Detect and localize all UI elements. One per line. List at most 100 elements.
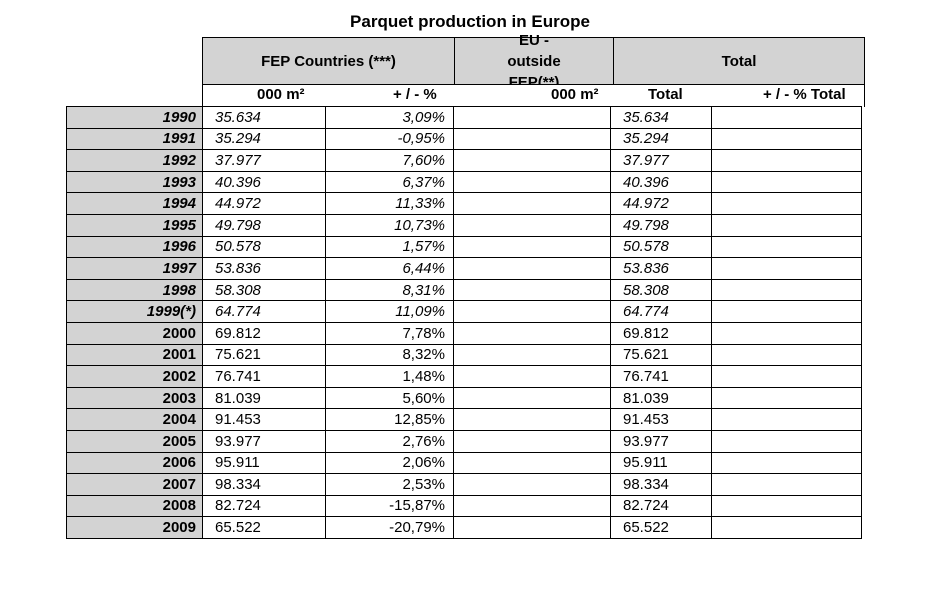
total-change-cell: [711, 278, 862, 302]
eu-value-cell: [453, 149, 611, 172]
eu-value-cell: [453, 429, 611, 453]
eu-value-cell: [453, 192, 611, 215]
fep-change-cell: 5,60%: [325, 386, 454, 410]
subheader-eu-unit: 000 m²: [551, 86, 599, 103]
total-value-cell: 81.039: [610, 386, 712, 410]
fep-value-cell: 40.396: [202, 170, 326, 194]
eu-value-cell: [453, 386, 611, 410]
year-cell: 2006: [66, 451, 203, 475]
year-cell: 2004: [66, 408, 203, 431]
table-row: 2005 93.977 2,76% 93.977: [66, 429, 862, 453]
fep-change-cell: 8,31%: [325, 278, 454, 302]
table-row: 2002 76.741 1,48% 76.741: [66, 365, 862, 388]
year-cell: 2008: [66, 494, 203, 518]
year-cell: 2009: [66, 516, 203, 539]
fep-value-cell: 35.294: [202, 127, 326, 151]
total-value-cell: 40.396: [610, 170, 712, 194]
fep-value-cell: 64.774: [202, 300, 326, 323]
total-value-cell: 37.977: [610, 149, 712, 172]
subheader-fep-change: + / - %: [393, 86, 437, 103]
eu-value-cell: [453, 257, 611, 280]
header-fep-countries-label: FEP Countries (***): [261, 52, 396, 70]
fep-change-cell: 2,53%: [325, 473, 454, 496]
year-cell: 1995: [66, 213, 203, 237]
header-total-label: Total: [721, 52, 757, 70]
table-row: 1993 40.396 6,37% 40.396: [66, 170, 862, 194]
total-value-cell: 75.621: [610, 343, 712, 367]
fep-change-cell: 7,78%: [325, 321, 454, 345]
table-row: 2000 69.812 7,78% 69.812: [66, 321, 862, 345]
eu-value-cell: [453, 408, 611, 431]
total-value-cell: 93.977: [610, 429, 712, 453]
eu-value-cell: [453, 170, 611, 194]
table-row: 1992 37.977 7,60% 37.977: [66, 149, 862, 172]
eu-value-cell: [453, 321, 611, 345]
total-value-cell: 49.798: [610, 213, 712, 237]
fep-value-cell: 91.453: [202, 408, 326, 431]
header-total: Total: [613, 37, 865, 85]
year-cell: 2005: [66, 429, 203, 453]
fep-value-cell: 76.741: [202, 365, 326, 388]
fep-value-cell: 44.972: [202, 192, 326, 215]
fep-value-cell: 81.039: [202, 386, 326, 410]
total-value-cell: 76.741: [610, 365, 712, 388]
total-value-cell: 35.634: [610, 106, 712, 129]
eu-value-cell: [453, 343, 611, 367]
total-value-cell: 35.294: [610, 127, 712, 151]
fep-change-cell: 11,09%: [325, 300, 454, 323]
year-cell: 2007: [66, 473, 203, 496]
year-cell: 1997: [66, 257, 203, 280]
fep-value-cell: 69.812: [202, 321, 326, 345]
eu-value-cell: [453, 451, 611, 475]
eu-value-cell: [453, 106, 611, 129]
total-change-cell: [711, 127, 862, 151]
subheader-total: Total: [648, 86, 683, 103]
year-cell: 1990: [66, 106, 203, 129]
year-cell: 1998: [66, 278, 203, 302]
fep-change-cell: 1,48%: [325, 365, 454, 388]
fep-value-cell: 75.621: [202, 343, 326, 367]
fep-change-cell: 2,76%: [325, 429, 454, 453]
total-value-cell: 82.724: [610, 494, 712, 518]
total-change-cell: [711, 300, 862, 323]
total-change-cell: [711, 213, 862, 237]
fep-change-cell: 10,73%: [325, 213, 454, 237]
total-value-cell: 98.334: [610, 473, 712, 496]
fep-change-cell: 6,37%: [325, 170, 454, 194]
header-eu-outside: EU - outside FEP(**): [454, 32, 614, 91]
table-row: 2004 91.453 12,85% 91.453: [66, 408, 862, 431]
total-change-cell: [711, 343, 862, 367]
fep-value-cell: 93.977: [202, 429, 326, 453]
year-cell: 1999(*): [66, 300, 203, 323]
eu-value-cell: [453, 300, 611, 323]
table-row: 1997 53.836 6,44% 53.836: [66, 257, 862, 280]
fep-change-cell: 7,60%: [325, 149, 454, 172]
total-change-cell: [711, 170, 862, 194]
total-change-cell: [711, 451, 862, 475]
eu-value-cell: [453, 365, 611, 388]
fep-value-cell: 49.798: [202, 213, 326, 237]
fep-change-cell: 3,09%: [325, 106, 454, 129]
fep-value-cell: 82.724: [202, 494, 326, 518]
fep-change-cell: 1,57%: [325, 235, 454, 259]
eu-value-cell: [453, 516, 611, 539]
fep-value-cell: 98.334: [202, 473, 326, 496]
total-change-cell: [711, 494, 862, 518]
table-row: 1994 44.972 11,33% 44.972: [66, 192, 862, 215]
eu-value-cell: [453, 127, 611, 151]
total-change-cell: [711, 321, 862, 345]
fep-change-cell: 8,32%: [325, 343, 454, 367]
table-row: 1991 35.294 -0,95% 35.294: [66, 127, 862, 151]
year-cell: 1996: [66, 235, 203, 259]
fep-value-cell: 95.911: [202, 451, 326, 475]
total-change-cell: [711, 429, 862, 453]
table-row: 2003 81.039 5,60% 81.039: [66, 386, 862, 410]
fep-value-cell: 50.578: [202, 235, 326, 259]
fep-value-cell: 65.522: [202, 516, 326, 539]
year-cell: 1993: [66, 170, 203, 194]
table-row: 1995 49.798 10,73% 49.798: [66, 213, 862, 237]
header-fep-countries: FEP Countries (***): [202, 37, 455, 85]
eu-value-cell: [453, 494, 611, 518]
fep-change-cell: 6,44%: [325, 257, 454, 280]
total-value-cell: 69.812: [610, 321, 712, 345]
